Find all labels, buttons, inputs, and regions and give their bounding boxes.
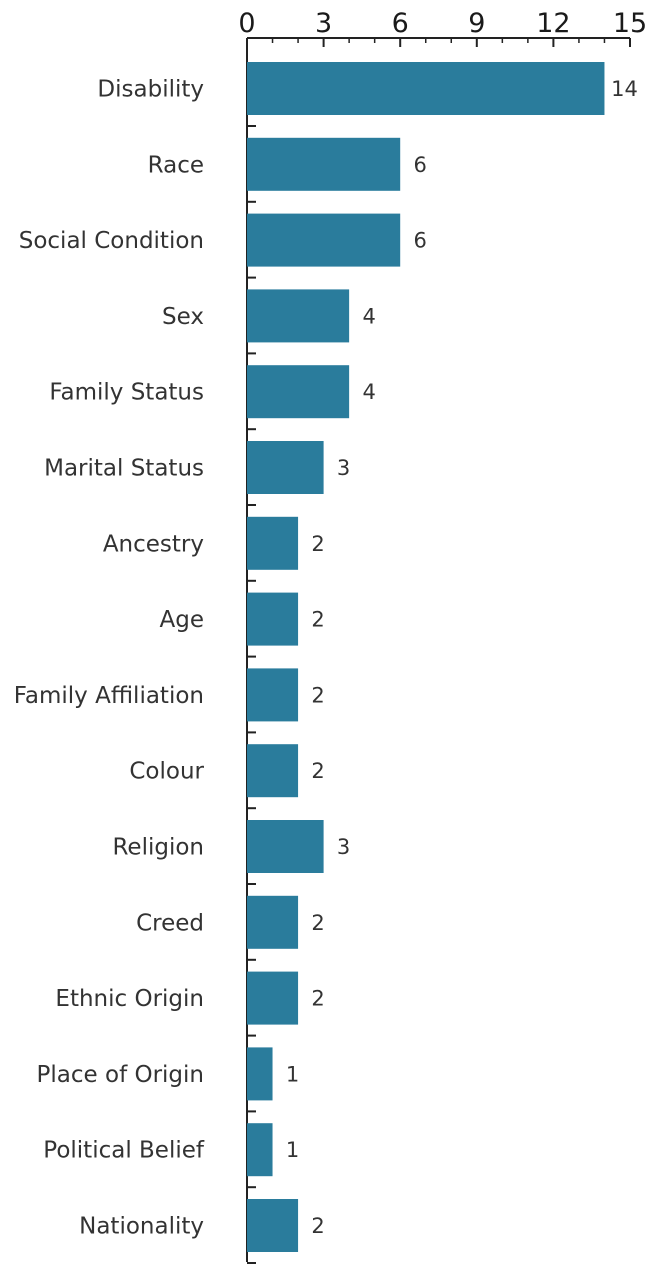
- bars: [247, 62, 605, 1252]
- bar: [247, 213, 401, 267]
- bar: [247, 516, 299, 570]
- bar: [247, 895, 299, 949]
- bar: [247, 137, 401, 191]
- value-label: 3: [337, 835, 350, 859]
- category-label: Ancestry: [103, 531, 204, 557]
- bar: [247, 441, 324, 494]
- category-label: Political Belief: [43, 1138, 205, 1164]
- category-label: Nationality: [79, 1214, 204, 1240]
- category-label: Family Status: [49, 380, 204, 406]
- category-label: Social Condition: [19, 228, 204, 254]
- x-tick-label: 6: [392, 8, 409, 39]
- x-tick-label: 15: [613, 8, 647, 39]
- x-tick-label: 9: [468, 8, 485, 39]
- bar: [247, 668, 299, 722]
- category-label: Race: [148, 152, 204, 178]
- category-labels: Disability Race Social Condition Sex Family …: [14, 77, 205, 1240]
- x-axis: 0 3 6 9 12 15: [238, 8, 647, 1264]
- bar: [247, 971, 299, 1025]
- value-label: 2: [311, 532, 324, 556]
- bar: [247, 1199, 299, 1252]
- value-label: 6: [414, 153, 427, 177]
- category-label: Family Affiliation: [14, 683, 204, 709]
- bar: [247, 365, 350, 419]
- bar: [247, 820, 324, 873]
- value-label: 3: [337, 456, 350, 480]
- value-label: 2: [311, 759, 324, 783]
- category-label: Sex: [162, 304, 204, 330]
- value-label: 4: [362, 380, 375, 404]
- value-label: 2: [311, 911, 324, 935]
- x-tick-label: 12: [536, 8, 570, 39]
- value-labels: 14 6 6 4 4 3 2 2 2 2 3 2 2 1 1 2: [286, 77, 638, 1238]
- value-label: 2: [311, 608, 324, 632]
- value-label: 2: [311, 987, 324, 1011]
- category-label: Colour: [129, 759, 204, 785]
- bar: [247, 62, 605, 115]
- bar: [247, 744, 299, 798]
- value-label: 2: [311, 1214, 324, 1238]
- value-label: 1: [286, 1062, 299, 1086]
- value-label: 2: [311, 683, 324, 707]
- bar: [247, 592, 299, 646]
- x-tick-label: 0: [238, 8, 255, 39]
- category-label: Ethnic Origin: [55, 986, 204, 1012]
- x-tick-label: 3: [315, 8, 332, 39]
- value-label: 1: [286, 1138, 299, 1162]
- category-label: Place of Origin: [37, 1062, 204, 1088]
- bar: [247, 1123, 273, 1177]
- category-label: Creed: [136, 910, 204, 936]
- category-label: Religion: [112, 835, 204, 861]
- category-label: Age: [160, 607, 204, 633]
- category-label: Marital Status: [44, 456, 204, 482]
- bar: [247, 289, 350, 343]
- category-label: Disability: [97, 77, 204, 103]
- value-label: 14: [611, 77, 638, 101]
- value-label: 4: [362, 304, 375, 328]
- value-label: 6: [414, 229, 427, 253]
- bar: [247, 1047, 273, 1101]
